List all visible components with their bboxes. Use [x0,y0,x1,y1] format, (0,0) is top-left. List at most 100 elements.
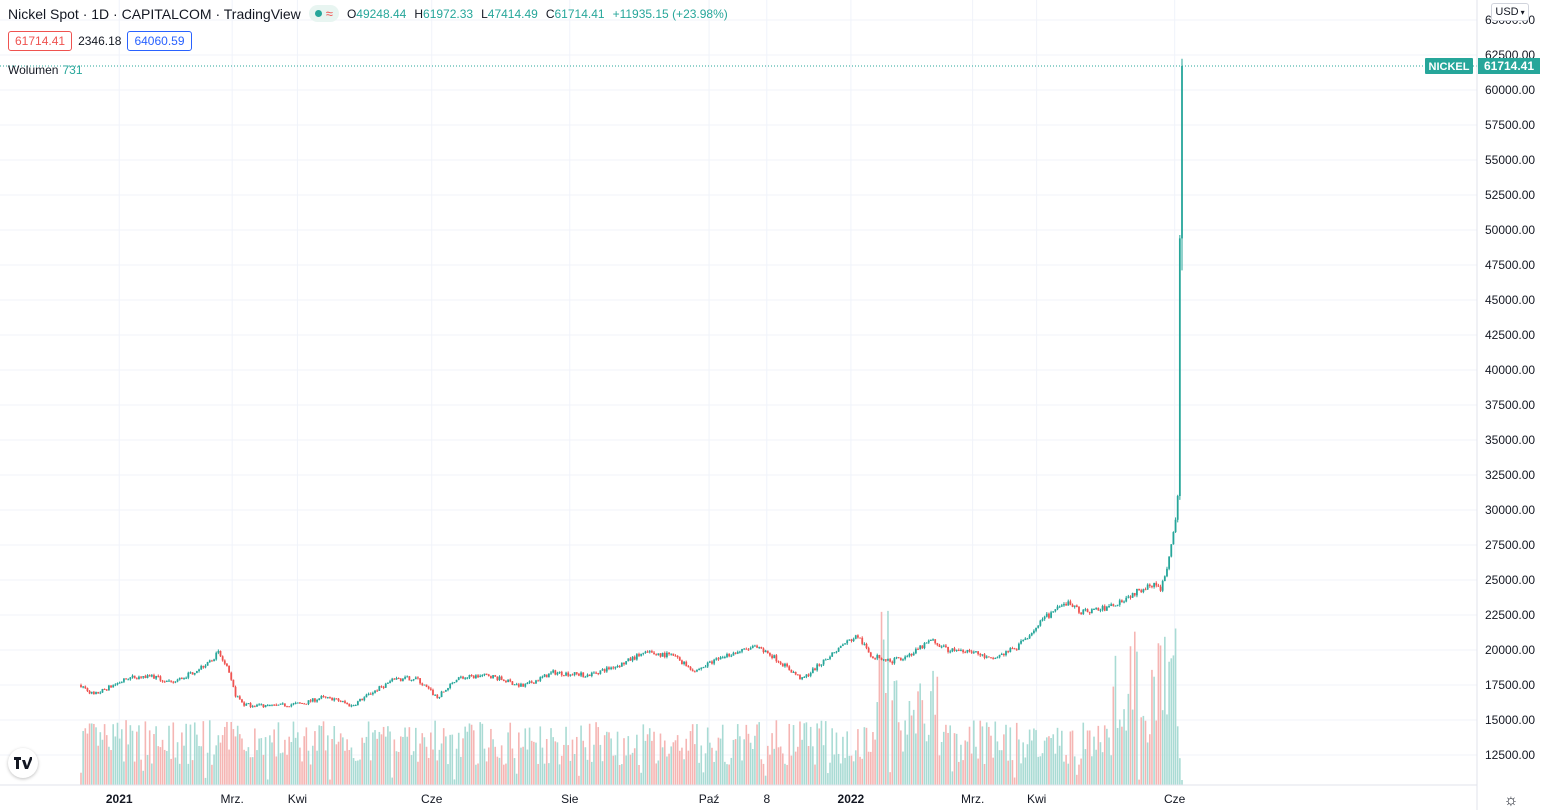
candle-body [1063,603,1065,606]
candle-body [380,686,383,688]
candle-body [146,675,149,678]
candle-body [848,639,851,641]
candle-body [1161,581,1164,591]
candle-body [721,657,724,659]
candle-body [625,661,628,665]
volume-bar [854,750,857,785]
volume-bar [1084,749,1087,785]
symbol-title[interactable]: Nickel Spot · 1D · CAPITALCOM · TradingV… [8,5,301,22]
candle-body [485,673,488,675]
volume-bar [814,764,816,785]
volume-bar [981,726,984,785]
volume-bar [689,731,692,785]
volume-bar [290,742,293,785]
candle-body [805,674,808,677]
candle-body [666,652,668,657]
market-status[interactable]: ≈ [308,5,339,22]
candle-body [981,654,984,656]
volume-bar [483,748,486,785]
candle-body [528,681,531,683]
volume-bar [490,728,492,785]
candle-body [449,684,452,689]
candle-body [189,672,192,674]
candle-body [1050,612,1052,618]
candle-body [803,676,806,678]
candle-body [874,658,876,660]
candle-body [384,683,387,688]
candle-body [425,684,428,687]
price-tick-label: 15000.00 [1485,713,1535,727]
candle-body [726,654,728,657]
volume-bar [957,761,960,785]
volume-bar [402,736,404,785]
candle-body [655,654,658,656]
volume-bar [260,738,263,785]
candle-body [228,665,230,673]
candle-body [1039,620,1042,626]
candle-body [391,678,394,682]
volume-bar [876,702,879,785]
price-axis[interactable]: 12500.00 15000.00 17500.00 20000.00 22500.00… [1476,0,1535,810]
candle-body [371,692,374,695]
candle-body [1118,600,1121,605]
candle-body [844,643,846,645]
volume-bar [797,746,799,785]
volume-bar [1101,752,1104,785]
volume-bar [846,731,848,785]
volume-bar [324,750,327,785]
candle-body [608,667,610,669]
candle-body [138,676,140,680]
candle-body [1054,609,1057,612]
candle-body [1116,604,1119,606]
volume-bar [438,749,441,785]
tradingview-logo-icon[interactable] [8,748,38,778]
candle-body [294,702,297,704]
candle-body [738,651,741,653]
candle-body [361,698,364,701]
candle-body [123,678,125,682]
volume-bar [286,754,288,785]
volume-bar [822,745,825,785]
volume-bar [556,742,559,785]
time-tick-label: 2021 [106,792,133,806]
volume-bar [747,733,750,785]
volume-bar [550,728,552,785]
candle-body [148,675,151,677]
currency-selector[interactable]: USD ▾ [1491,3,1529,21]
candle-body [972,651,975,653]
volume-bar [764,775,767,785]
volume-bar [1153,676,1155,785]
volume-bar [434,720,436,785]
candle-body [644,651,647,653]
volume-bar [1071,730,1074,785]
candle-body [492,675,494,679]
volume-bar [874,739,876,785]
volume-bar [758,722,760,785]
volume-bar [1144,720,1147,785]
volume-bar [1020,763,1022,785]
candle-body [756,645,758,648]
ohlc-values: O49248.44 H61972.33 L47414.49 C61714.41 … [346,6,728,21]
candle-body [601,669,604,671]
volume-bar [1013,777,1016,785]
sell-price-button[interactable]: 61714.41 [8,31,73,51]
candle-body [751,645,754,648]
buy-price-button[interactable]: 64060.59 [127,31,192,51]
volume-bar [743,739,745,785]
volume-bar [1033,728,1035,785]
volume-bar [1170,658,1173,785]
candle-body [1071,604,1074,607]
volume-bar [520,747,522,785]
volume-bar [200,746,202,785]
volume-bar [779,746,782,785]
candle-body [479,675,482,678]
candle-body [92,691,95,695]
candle-body [219,651,222,657]
candle-body [472,675,475,679]
time-axis[interactable]: 2021 Mrz. Kwi Cze Sie Paź 8 2022 Mrz. Kwi Cze ☼ [0,784,1518,809]
candle-body [382,686,385,688]
candle-body [796,674,799,676]
candle-body [994,658,997,660]
candle-body [135,678,138,680]
